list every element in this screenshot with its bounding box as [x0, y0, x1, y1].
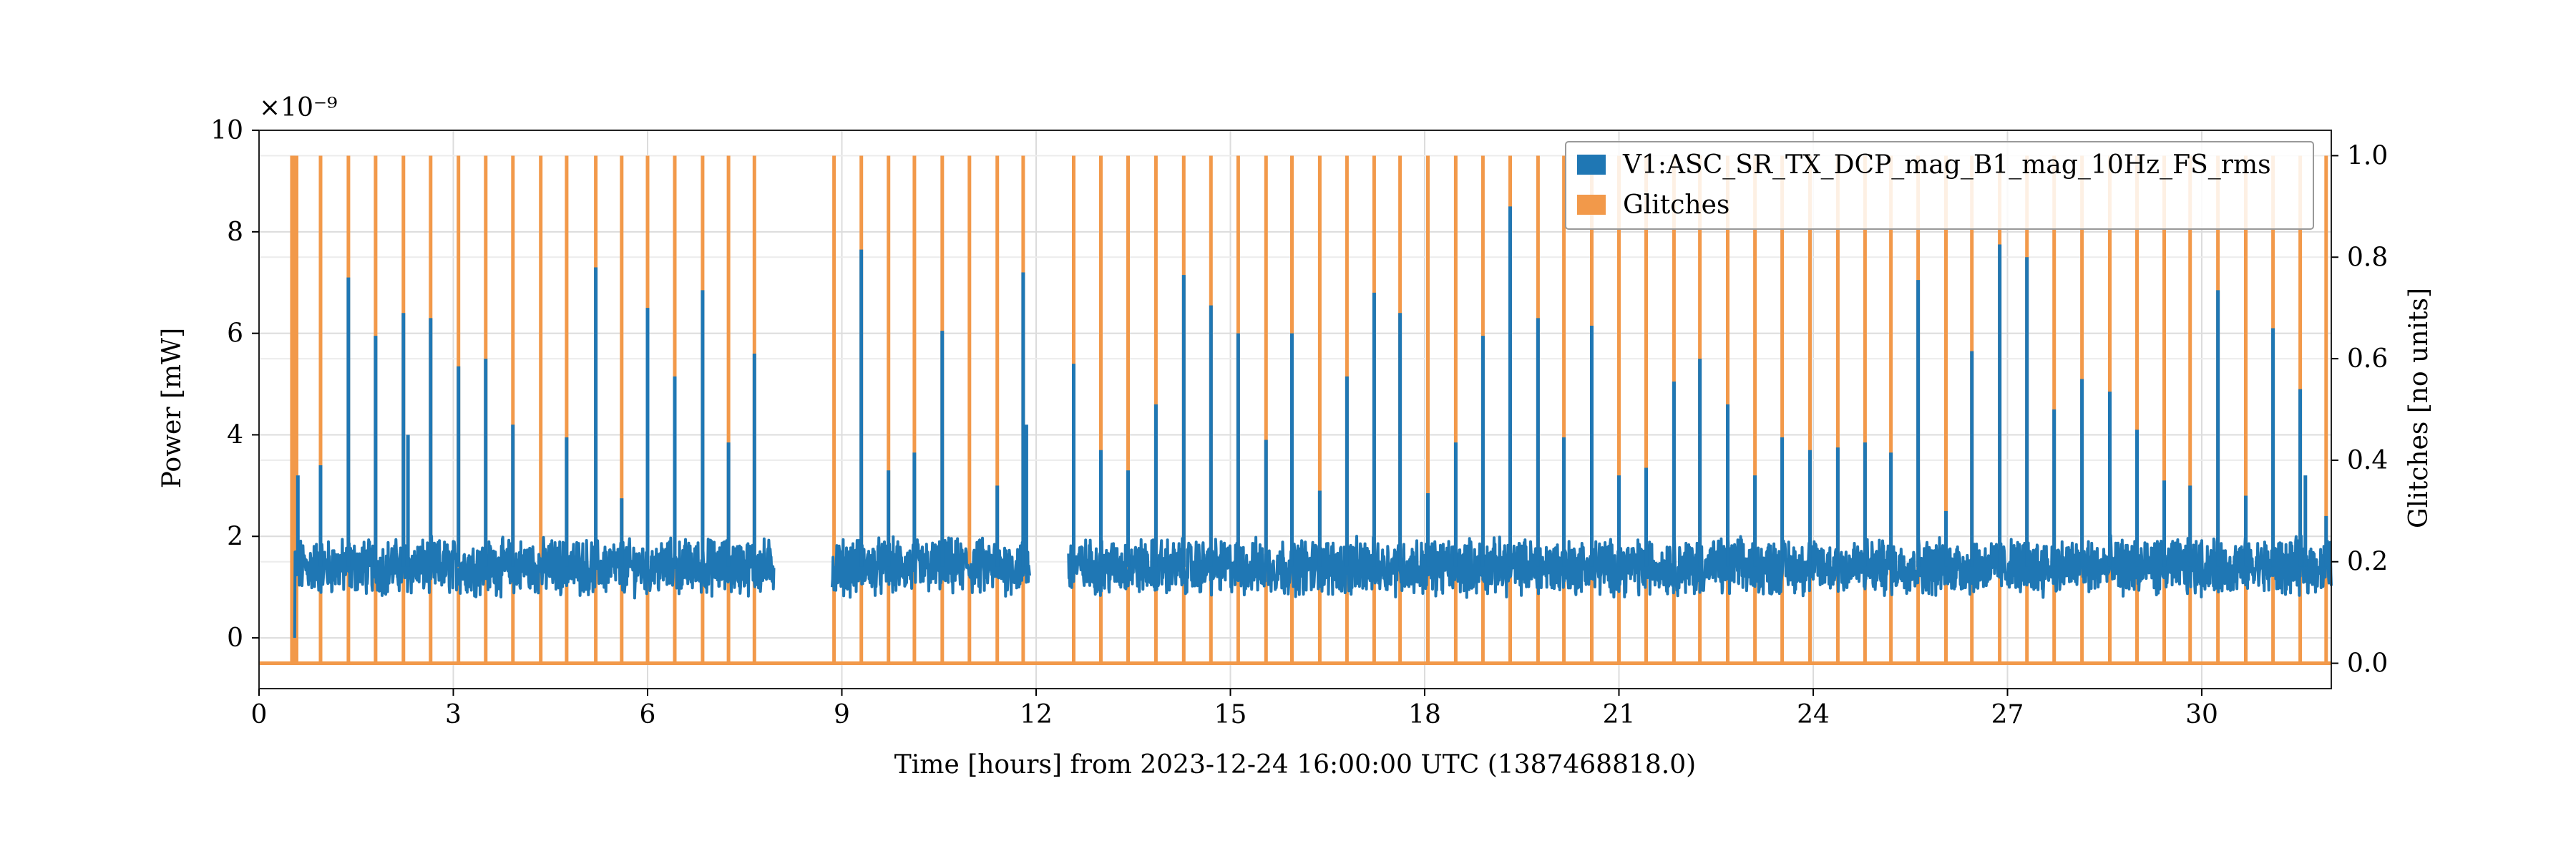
legend-label-glitches: Glitches	[1623, 190, 1729, 220]
x-tick-label: 12	[1020, 700, 1053, 729]
plot-frame	[258, 130, 2332, 689]
x-axis-label: Time [hours] from 2023-12-24 16:00:00 UT…	[894, 750, 1696, 780]
legend-swatch-glitches	[1577, 195, 1606, 215]
y-tick-label: 8	[227, 218, 243, 247]
y-multiplier: ×10⁻⁹	[259, 93, 337, 122]
x-tick-label: 15	[1214, 700, 1247, 729]
y2-tick-label: 0.2	[2347, 548, 2388, 577]
x-tick-label: 30	[2185, 700, 2218, 729]
y-axis-right: 0.0 0.2 0.4 0.6 0.8 1.0	[2331, 141, 2388, 679]
y-tick-label: 0	[227, 623, 243, 653]
y2-axis-label: Glitches [no units]	[2404, 288, 2434, 528]
y-tick-label: 4	[227, 420, 243, 450]
x-tick-label: 0	[251, 700, 268, 729]
y2-tick-label: 0.0	[2347, 649, 2388, 679]
y2-tick-label: 0.4	[2347, 446, 2388, 475]
power-line-segment	[1067, 534, 2333, 599]
x-tick-label: 21	[1603, 700, 1636, 729]
x-tick-label: 18	[1408, 700, 1441, 729]
y-tick-label: 10	[210, 116, 243, 145]
y-axis-label: Power [mW]	[157, 328, 187, 488]
x-tick-label: 9	[834, 700, 850, 729]
y-tick-label: 2	[227, 522, 243, 551]
y2-tick-label: 0.8	[2347, 243, 2388, 272]
legend-label-power: V1:ASC_SR_TX_DCP_mag_B1_mag_10Hz_FS_rms	[1622, 150, 2271, 180]
legend-swatch-power	[1577, 155, 1606, 175]
y-tick-label: 6	[227, 319, 243, 349]
x-tick-label: 24	[1797, 700, 1830, 729]
power-series	[293, 206, 2333, 639]
x-tick-label: 27	[1991, 700, 2024, 729]
legend-box	[1565, 141, 2314, 230]
y2-tick-label: 1.0	[2347, 141, 2388, 170]
y2-tick-label: 0.6	[2347, 344, 2388, 374]
x-tick-label: 6	[640, 700, 656, 729]
x-tick-label: 3	[445, 700, 462, 729]
glitch-burst	[290, 155, 296, 664]
x-axis: 0 3 6 9 12 15 18 21 24 27 30	[251, 689, 2218, 729]
y-axis-left: 0 2 4 6 8 10	[210, 116, 259, 653]
legend: V1:ASC_SR_TX_DCP_mag_B1_mag_10Hz_FS_rms …	[1565, 141, 2314, 230]
